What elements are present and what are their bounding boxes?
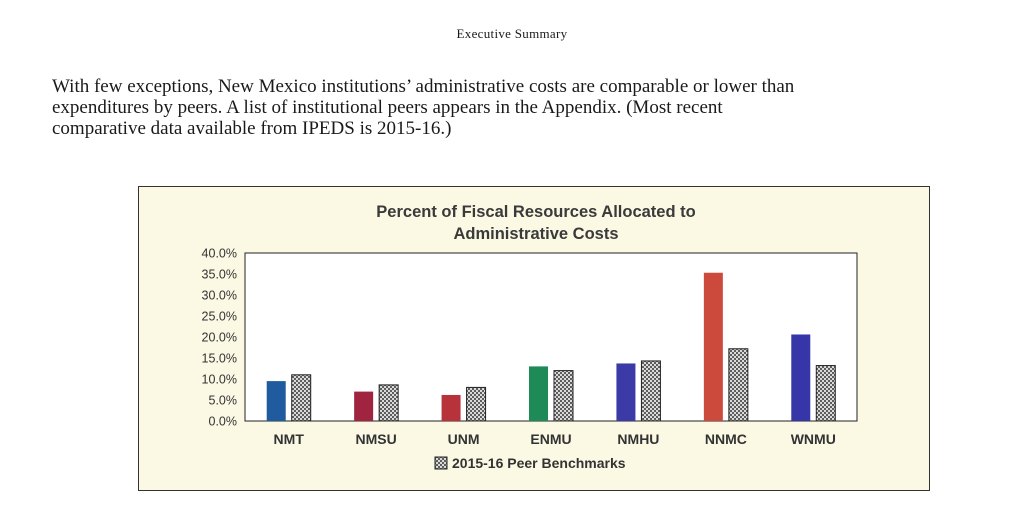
bar-peer-nmt [291,374,312,422]
x-tick-label: UNM [448,431,480,447]
legend: 2015-16 Peer Benchmarks [434,455,626,471]
bar-peer-nmsu [378,384,399,422]
x-axis: NMT NMSU UNM ENMU NMHU NNMC WNMU [274,431,836,447]
bar-enmu [529,366,548,421]
bar-unm [441,394,461,421]
bar-peer-nmhu [640,360,661,422]
y-tick-label: 5.0% [209,394,238,408]
y-tick-label: 20.0% [202,331,237,345]
bar-nmsu [354,391,374,421]
chart-title-line-1: Percent of Fiscal Resources Allocated to [376,203,695,221]
x-tick-label: WNMU [791,431,836,447]
legend-swatch [434,456,448,470]
legend-label: 2015-16 Peer Benchmarks [452,455,626,471]
chart-container: Percent of Fiscal Resources Allocated to… [138,186,930,491]
bar-peer-nnmc [728,348,749,422]
chart-title-line-2: Administrative Costs [453,225,618,243]
page-header: Executive Summary [456,26,568,41]
bar-peer-unm [466,386,487,422]
bar-nnmc [703,272,723,421]
x-tick-label: ENMU [530,431,571,447]
bar-nmhu [616,363,636,421]
paragraph-line: expenditures by peers. A list of institu… [52,97,723,118]
bars [266,272,836,422]
bar-peer-enmu [553,370,574,422]
y-tick-label: 0.0% [209,415,238,429]
x-tick-label: NMSU [356,431,397,447]
y-tick-label: 15.0% [202,352,237,366]
y-tick-label: 40.0% [202,247,237,261]
bar-chart: Percent of Fiscal Resources Allocated to… [202,203,858,471]
y-tick-label: 30.0% [202,289,237,303]
bar-nmt [266,381,286,421]
plot-area [244,252,858,422]
bar-wnmu [791,334,811,421]
y-tick-label: 25.0% [202,310,237,324]
x-tick-label: NNMC [705,431,747,447]
summary-paragraph: With few exceptions, New Mexico institut… [52,76,1012,139]
paragraph-line: comparative data available from IPEDS is… [52,118,452,139]
y-tick-label: 10.0% [202,373,237,387]
x-tick-label: NMHU [617,431,659,447]
bar-peer-wnmu [815,365,836,422]
y-tick-label: 35.0% [202,268,237,282]
paragraph-line: With few exceptions, New Mexico institut… [52,76,795,97]
y-axis: 40.0% 35.0% 30.0% 25.0% 20.0% 15.0% 10.0% 5.0% 0… [202,247,237,429]
x-tick-label: NMT [274,431,305,447]
